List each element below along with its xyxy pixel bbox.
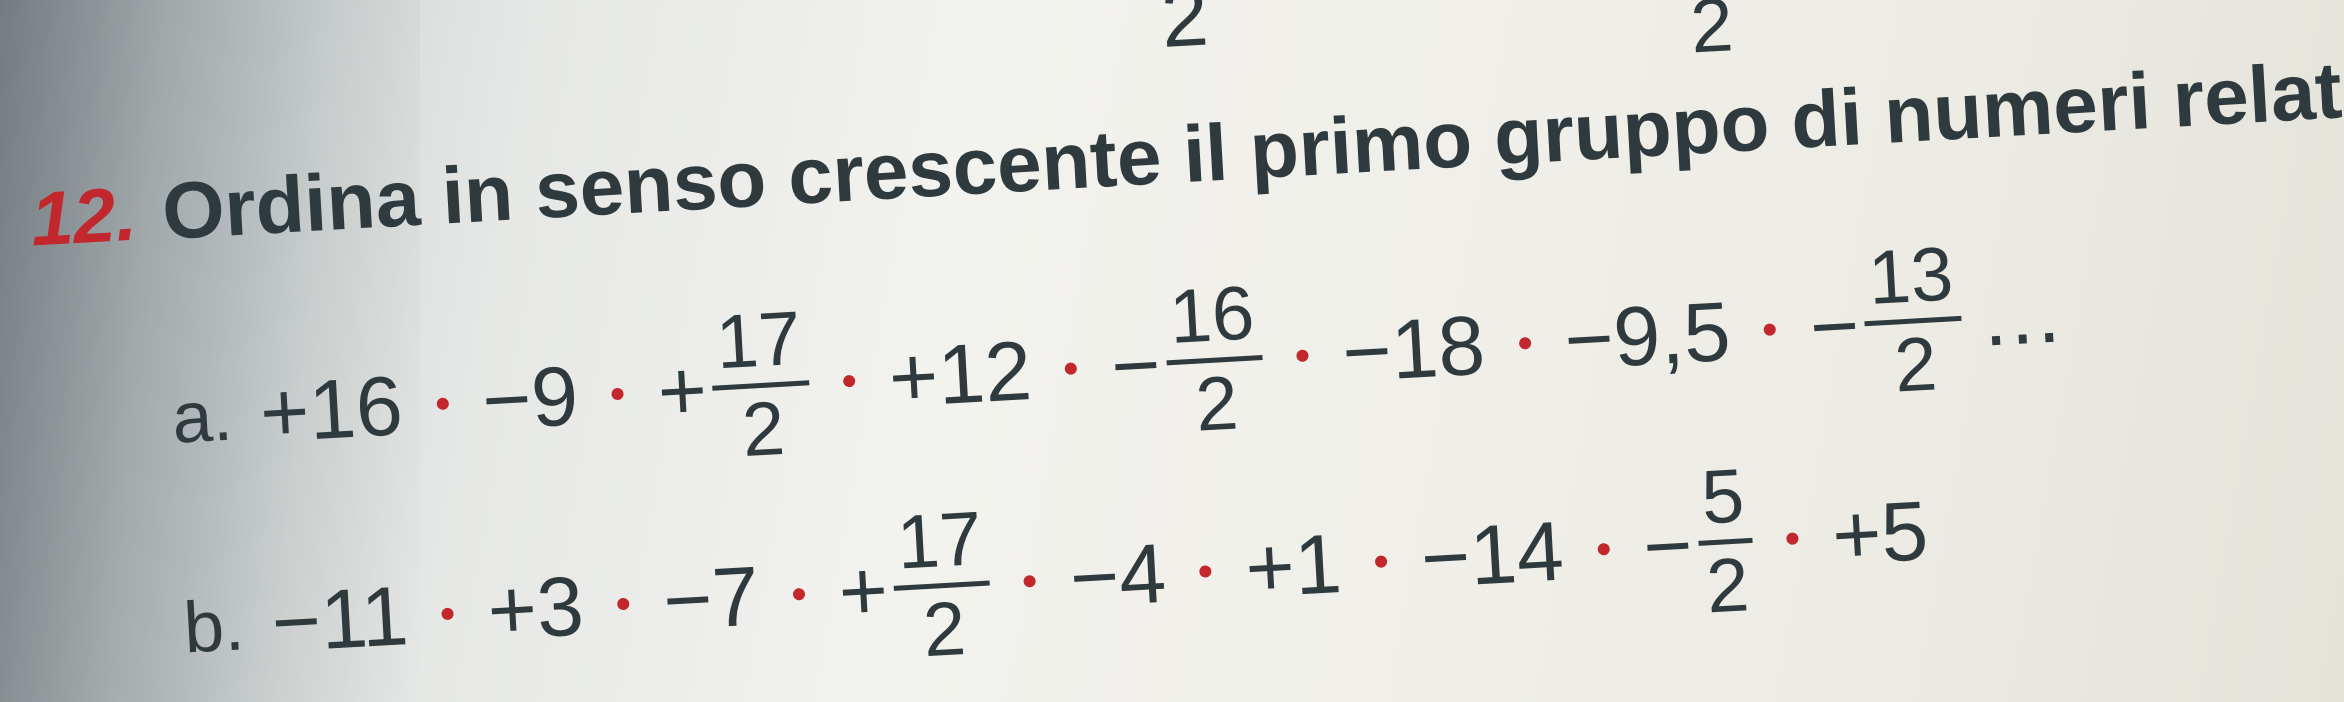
stray-top-right-frac: 0 2 [1675, 0, 1744, 66]
fraction-sign: − [1641, 502, 1695, 589]
separator-dot [442, 607, 455, 620]
fraction: +172 [834, 501, 995, 674]
fraction-numerator: 17 [889, 501, 990, 582]
number: −18 [1340, 297, 1488, 402]
stray-top-right-sign: − [1618, 0, 1672, 35]
number: +12 [886, 322, 1034, 427]
fraction-body: 132 [1860, 236, 1966, 406]
separator-dot [793, 587, 806, 600]
fraction-denominator: 2 [915, 591, 973, 670]
fraction-sign: + [836, 547, 890, 634]
separator-dot [1375, 555, 1388, 568]
exercise-row-b: b.−11+3−7+172−4+1−14−52+5 [179, 448, 1932, 702]
separator-dot [1786, 532, 1799, 545]
separator-dot [1764, 323, 1777, 336]
fraction-numerator: 17 [708, 300, 809, 381]
fraction-numerator: 5 [1694, 458, 1752, 537]
fraction-denominator: 2 [1188, 365, 1246, 444]
content-rotated: 2 − 0 2 12. Ordina in senso crescente il… [0, 0, 2344, 702]
separator-dot [1597, 542, 1610, 555]
fraction-denominator: 2 [1886, 326, 1944, 405]
page: 2 − 0 2 12. Ordina in senso crescente il… [0, 0, 2344, 702]
fraction: +172 [653, 300, 814, 473]
number: +3 [485, 557, 586, 659]
fraction-body: 172 [889, 501, 995, 671]
fraction: −162 [1107, 275, 1268, 448]
number: +16 [257, 357, 405, 462]
separator-dot [1518, 336, 1531, 349]
separator-dot [843, 374, 856, 387]
fraction-body: 172 [708, 300, 814, 470]
row-label: b. [182, 584, 247, 669]
number: +1 [1243, 515, 1344, 617]
stray-top-right-den: 2 [1683, 0, 1741, 66]
fraction-sign: + [655, 347, 709, 434]
number: −11 [269, 567, 410, 671]
row-trailing: … [1977, 264, 2066, 366]
fraction-numerator: 16 [1162, 275, 1263, 356]
separator-dot [1065, 362, 1078, 375]
fraction-numerator: 13 [1860, 236, 1961, 317]
number: −9 [480, 347, 581, 449]
separator-dot [617, 597, 630, 610]
separator-dot [612, 387, 625, 400]
exercise-number: 12. [28, 170, 138, 263]
fraction-sign: − [1808, 282, 1862, 369]
fraction-sign: − [1109, 321, 1163, 408]
separator-dot [1296, 349, 1309, 362]
number: −4 [1067, 525, 1168, 627]
row-label: a. [170, 374, 235, 459]
number: +5 [1830, 482, 1931, 584]
separator-dot [1024, 574, 1037, 587]
number: −9,5 [1562, 283, 1733, 389]
number: −7 [661, 548, 762, 650]
fraction: −52 [1639, 458, 1757, 629]
separator-dot [436, 397, 449, 410]
separator-dot [1199, 565, 1212, 578]
stray-top-mid: 2 [1159, 0, 1211, 67]
stray-top-right: − 0 2 [1616, 0, 1744, 69]
fraction: −132 [1805, 236, 1966, 409]
fraction-body: 52 [1694, 458, 1757, 626]
number: −14 [1418, 503, 1566, 608]
exercise-heading: 12. Ordina in senso crescente il primo g… [28, 39, 2344, 265]
fraction-body: 162 [1162, 275, 1268, 445]
fraction-denominator: 2 [1699, 547, 1757, 626]
fraction-denominator: 2 [734, 390, 792, 469]
exercise-prompt: Ordina in senso crescente il primo grupp… [160, 39, 2344, 258]
